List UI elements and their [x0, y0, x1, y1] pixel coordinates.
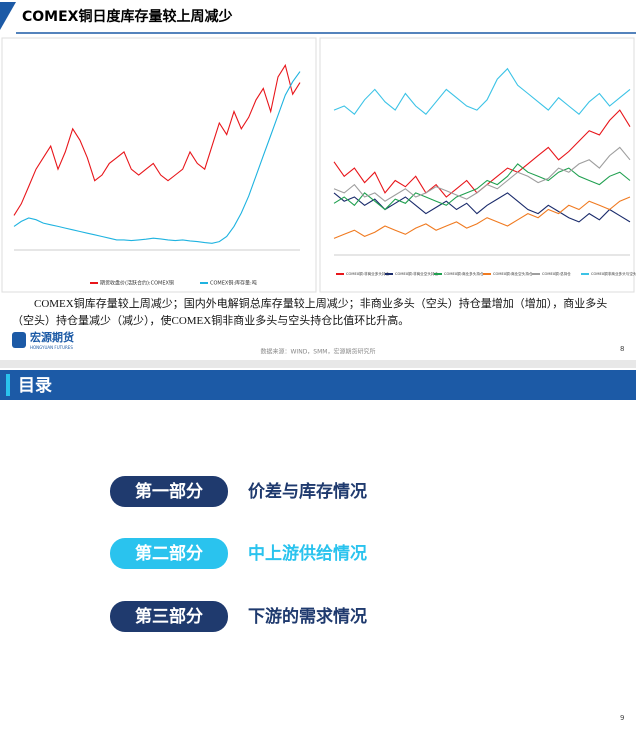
legend-label: 期货收盘价(活跃合约):COMEX铜: [100, 280, 174, 287]
series-line: [333, 146, 631, 202]
body-text: COMEX铜库存量较上周减少；国内外电解铜总库存量较上周减少；非商业多头（空头）…: [12, 298, 608, 327]
slide-title: COMEX铜日度库存量较上周减少: [22, 8, 232, 25]
legend-label: COMEX铜非商业多头与空头持仓比值: [591, 271, 636, 276]
page-number: 8: [620, 345, 624, 353]
legend-label: COMEX铜:商业空头持仓: [493, 271, 533, 276]
series-line: [13, 63, 301, 216]
legend-label: COMEX铜:非商业空头持仓: [395, 271, 439, 276]
logo-mark: [12, 332, 26, 348]
title-triangle: [0, 2, 16, 30]
legend-label: COMEX铜:商业多头持仓: [444, 271, 484, 276]
part-pill: [110, 476, 228, 507]
series-line: [333, 196, 631, 239]
part-label: 第一部分: [135, 481, 203, 502]
part-pill: [110, 601, 228, 632]
logo-en: HONGYUAN FUTURES: [30, 345, 73, 350]
part-pill: [110, 538, 228, 569]
section-label: 价差与库存情况: [248, 481, 367, 502]
series-line: [13, 71, 301, 244]
header-band: [0, 370, 636, 400]
source: 数据来源：WIND，SMM，宏源期货研究所: [261, 348, 376, 356]
part-label: 第二部分: [135, 543, 203, 564]
chart-frame: [1, 37, 317, 293]
page-number: 9: [620, 714, 624, 722]
logo-name: 宏源期货: [30, 330, 74, 344]
legend-label: COMEX铜:库存量:吨: [210, 280, 257, 287]
header-accent: [6, 374, 10, 396]
legend-label: COMEX铜:总持仓: [542, 271, 571, 276]
slide-gap: [0, 360, 636, 368]
header-title: 目录: [18, 376, 52, 396]
chart-frame: [319, 37, 635, 293]
series-line: [333, 67, 631, 115]
part-label: 第三部分: [135, 606, 203, 627]
series-line: [333, 163, 631, 211]
section-label: 下游的需求情况: [248, 606, 367, 627]
section-label: 中上游供给情况: [248, 543, 367, 564]
legend-label: COMEX铜:非商业多头持仓: [346, 271, 390, 276]
